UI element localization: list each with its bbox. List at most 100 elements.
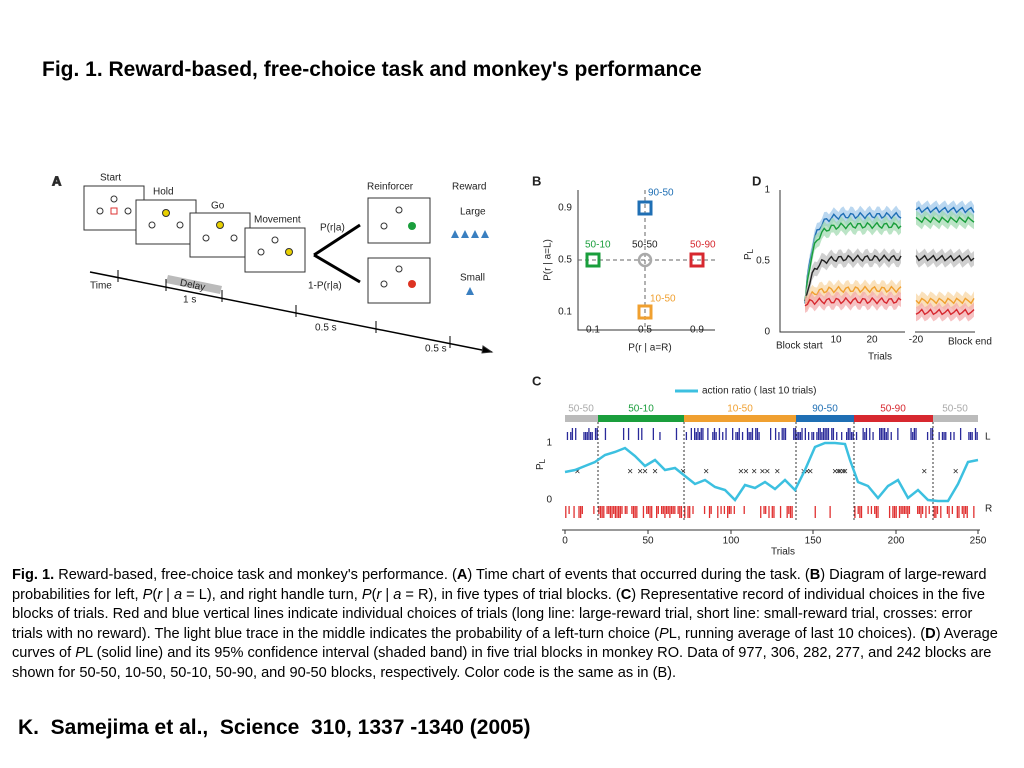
time-label: Time [90, 281, 112, 292]
error-cross: × [574, 467, 580, 478]
x-tick-label: 0.5 [638, 325, 652, 336]
error-cross: × [774, 467, 780, 478]
caption-part: A [456, 567, 468, 583]
y-tick-label: 1 [764, 185, 770, 196]
x-tick-label: 20 [866, 335, 878, 346]
x-tick-label: 200 [888, 536, 905, 547]
action-ratio-trace [564, 441, 979, 503]
duration-label: 1 s [183, 295, 196, 306]
panel-b: B 0.1 0.5 0.9 0.1 0.5 0.9 P(r | a=L) P(r… [532, 173, 716, 353]
target [230, 234, 238, 242]
delay-bar [166, 275, 222, 294]
caption-part: P [659, 625, 669, 642]
mean-curve [915, 206, 975, 214]
y-tick-label: 1 [546, 438, 552, 449]
block-marker [637, 200, 653, 216]
right-label: R [985, 504, 992, 515]
block-label: 50-90 [690, 240, 716, 251]
y-tick-label: 0 [764, 327, 770, 338]
caption-part: | [381, 586, 394, 603]
error-cross: × [680, 467, 686, 478]
target [162, 209, 170, 217]
prob-label: P(r|a) [320, 223, 345, 234]
error-cross: × [759, 467, 765, 478]
drops [451, 230, 489, 295]
caption-part: ( [152, 586, 158, 603]
curves [804, 200, 975, 322]
duration-label: 0.5 s [425, 344, 447, 355]
target [395, 206, 403, 214]
reinforcer-label: Reinforcer [367, 182, 414, 193]
mean-curve [804, 254, 902, 302]
x-tick-label: 150 [805, 536, 822, 547]
error-cross: × [642, 467, 648, 478]
error-cross: × [703, 467, 709, 478]
mean-curve [915, 308, 975, 316]
mean-curve [804, 221, 902, 302]
confidence-band [805, 290, 901, 313]
caption-part: L (solid line) and its 95% confidence in… [12, 645, 992, 681]
block-label: 50-10 [585, 240, 611, 251]
duration-label: 0.5 s [315, 323, 337, 334]
error-cross: × [840, 467, 846, 478]
reward-label: Reward [452, 182, 486, 193]
panel-d: D 1 0.5 0 PL 10 20 -20 Block start Block… [743, 173, 992, 362]
arrow-head [481, 345, 494, 354]
panel-label: A [52, 173, 62, 188]
error-cross: × [837, 467, 843, 478]
confidence-band [805, 215, 901, 309]
caption-part: D [925, 625, 936, 642]
screen [135, 199, 197, 245]
block-bar [933, 415, 978, 422]
block-bar [684, 415, 796, 422]
block-bar [565, 415, 598, 422]
x-tick-label: 0.1 [586, 325, 600, 336]
target [395, 265, 403, 273]
caption-part: a [393, 586, 402, 603]
target [202, 234, 210, 242]
stage-label: Go [211, 201, 225, 212]
x-axis-label: Trials [771, 547, 795, 558]
target [380, 222, 388, 230]
choice-marks: × × × × × × × × × × × × × ××× ××××× × × [565, 428, 978, 518]
caption-part: ( [371, 586, 377, 603]
time-ticks [117, 270, 451, 348]
target [124, 207, 132, 215]
block-marker [689, 252, 705, 268]
error-cross: × [743, 467, 749, 478]
y-axis-label: PL [743, 248, 755, 260]
delay-label: Delay [179, 278, 206, 294]
stage-label: Hold [153, 187, 174, 198]
caption: Fig. 1. Reward-based, free-choice task a… [12, 566, 1002, 684]
panel-label: C [532, 373, 542, 388]
caption-part: = L), and right handle turn, [182, 586, 362, 603]
small-label: Small [460, 273, 485, 284]
figure: A Start Hold Go Movement Reinforcer Rewa… [52, 173, 993, 558]
block-label: 10-50 [650, 294, 676, 305]
block-label: 50-50 [632, 240, 658, 251]
caption-part: = R), in five types of trial blocks. ( [401, 586, 621, 603]
error-cross: × [807, 467, 813, 478]
y-tick-label: 0 [546, 495, 552, 506]
error-cross: × [842, 467, 848, 478]
caption-part: ) Time chart of events that occurred dur… [467, 567, 810, 583]
y-axis-sub: L [746, 248, 755, 253]
block-label: 50-90 [880, 404, 906, 415]
error-cross: × [832, 467, 838, 478]
caption-part: P [142, 586, 153, 603]
caption-part: P [361, 586, 372, 603]
block-marker [637, 252, 653, 268]
confidence-band [805, 205, 901, 311]
x-ticks [564, 530, 979, 534]
y-axis-sub: L [538, 458, 547, 463]
legend-label: action ratio ( last 10 trials) [702, 386, 817, 397]
stage-label: Start [100, 173, 121, 184]
panel-label: D [752, 173, 761, 188]
y-axis-label: PL [535, 458, 547, 470]
x-tick-label: -20 [909, 335, 924, 346]
prob-label: 1-P(r|a) [308, 281, 342, 292]
mean-curve [915, 254, 975, 262]
branch-arrow [313, 223, 361, 284]
block-label: 90-50 [812, 404, 838, 415]
x-tick-label: 0 [562, 536, 568, 547]
